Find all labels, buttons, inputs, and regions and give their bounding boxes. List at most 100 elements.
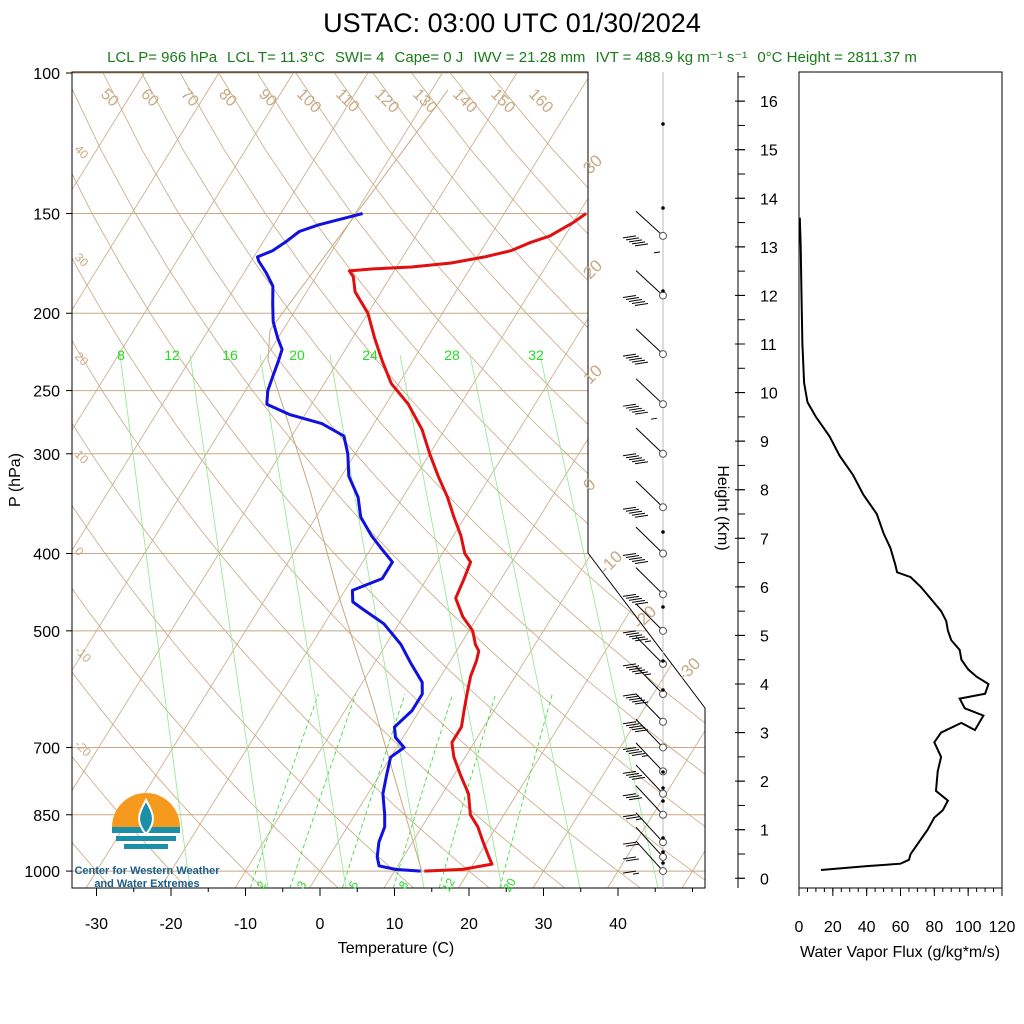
wind-barb-flag — [631, 599, 646, 603]
wind-barb-staff — [635, 636, 664, 665]
wind-barb-flag — [625, 555, 640, 558]
barb-dot — [661, 688, 665, 692]
wind-barb-flag — [631, 359, 646, 363]
wind-barb-flag — [625, 237, 640, 241]
wind-barb-origin — [659, 867, 667, 876]
right-label: -20 — [629, 602, 660, 633]
dry-adiabat-line — [72, 72, 490, 888]
dry-adiabat-line — [179, 72, 705, 888]
wind-barb-origin — [659, 626, 667, 635]
wind-barb-flag — [625, 816, 640, 820]
wind-barb-flag — [628, 457, 643, 461]
wind-barb-flag — [625, 695, 640, 699]
barb-dot — [661, 770, 665, 774]
wind-barb-flag — [622, 814, 637, 818]
wind-barb-origin — [659, 291, 667, 300]
isotherm-label: 110 — [332, 86, 362, 116]
wind-barb-flag — [631, 752, 646, 756]
wind-barb-flag — [628, 634, 643, 638]
y-tick-label: 850 — [33, 808, 60, 825]
isotherm-label: 60 — [137, 86, 162, 111]
mixing-ratio-top-label: 16 — [222, 347, 238, 363]
wind-barb-staff — [635, 270, 664, 296]
right-label: -30 — [673, 654, 704, 685]
x-tick-label: 30 — [535, 916, 553, 933]
chart-title: USTAC: 03:00 UTC 01/30/2024 — [323, 8, 701, 38]
sounding-stats: LCL P= 966 hPa LCL T= 11.3°C SWI= 4 Cape= 0… — [0, 48, 1024, 66]
wind-barb-flag — [631, 559, 646, 562]
wind-barb-flag — [634, 302, 649, 306]
wind-barb-flag — [622, 453, 637, 457]
isotherm-label: 50 — [97, 86, 122, 111]
wind-barb-flag — [628, 239, 643, 243]
wind-barb-flag — [622, 630, 637, 634]
skewt-clipped — [72, 72, 705, 888]
wind-barb-origin — [659, 231, 667, 240]
wind-barb-flag — [622, 235, 637, 239]
wind-barb-half — [632, 872, 640, 875]
wind-barb-staff — [635, 603, 664, 632]
wind-barb-flag — [631, 300, 646, 304]
wind-barb-flag — [622, 353, 637, 357]
flux-frame — [798, 71, 1003, 889]
wind-barb-half — [644, 673, 652, 676]
wind-barb-flag — [628, 667, 643, 671]
isotherm-line — [607, 72, 705, 888]
dry-adiabat-label: -20 — [72, 737, 94, 759]
skewt-frame — [71, 71, 706, 889]
flux-x-tick-label: 40 — [858, 919, 876, 936]
wind-barb-flag — [622, 746, 637, 750]
height-tick-label: 14 — [760, 191, 778, 208]
wind-barb — [622, 812, 667, 847]
wind-barb-flag — [625, 748, 640, 752]
wind-barb-half — [641, 754, 649, 757]
mixing-ratio-bottom-label: 5 — [346, 878, 362, 891]
wind-barb-flag — [634, 411, 649, 415]
isotherm-label: 90 — [255, 86, 280, 111]
isotherm-label: 120 — [371, 86, 402, 117]
dry-adiabat-line — [449, 72, 705, 888]
mixing-ratio-top-label: 24 — [362, 347, 378, 363]
wind-barb-flag — [634, 461, 649, 465]
stat-item: 0°C Height = 2811.37 m — [757, 49, 917, 66]
wind-barb-flag — [628, 750, 643, 754]
wind-barb-flag — [634, 561, 649, 564]
wind-barb-origin — [659, 743, 667, 752]
wind-barb-flag — [634, 243, 649, 247]
height-tick-label: 12 — [760, 288, 778, 305]
moist-adiabat-line — [399, 354, 503, 888]
wind-barb — [622, 603, 667, 643]
wind-barb-flag — [634, 601, 649, 605]
wind-barb-staff — [635, 764, 664, 795]
wind-barb-flag — [628, 597, 643, 601]
wind-barb — [622, 480, 667, 518]
wind-barb-flag — [628, 697, 643, 701]
wind-barb-flag — [622, 593, 637, 597]
height-tick-label: 9 — [760, 434, 769, 451]
wind-barb-origin — [659, 549, 667, 558]
wind-barb-staff — [635, 567, 664, 595]
y-tick-label: 500 — [33, 624, 60, 641]
dry-adiabat-line — [295, 72, 705, 888]
wind-barb-origin — [659, 590, 667, 599]
wind-barb-flag — [625, 455, 640, 459]
isotherm-line — [85, 72, 592, 888]
y-tick-label: 700 — [33, 740, 60, 757]
dry-adiabat-line — [72, 72, 414, 888]
mixing-ratio-line — [392, 693, 454, 888]
wind-barb-flag — [625, 595, 640, 599]
wind-barb-flag — [631, 241, 646, 245]
wind-barb-flag — [628, 298, 643, 302]
wind-barb — [622, 693, 667, 733]
wind-barb — [622, 785, 667, 821]
wind-barb-flag — [634, 361, 649, 365]
wind-barb — [622, 567, 667, 605]
dry-adiabat-line — [256, 72, 705, 888]
height-tick-label: 13 — [760, 240, 778, 257]
x-tick-label: 0 — [316, 916, 325, 933]
wind-barb — [622, 427, 667, 465]
wind-barb-flag — [634, 638, 649, 642]
wind-barb-flag — [622, 663, 637, 667]
wind-barb-origin — [659, 810, 667, 819]
